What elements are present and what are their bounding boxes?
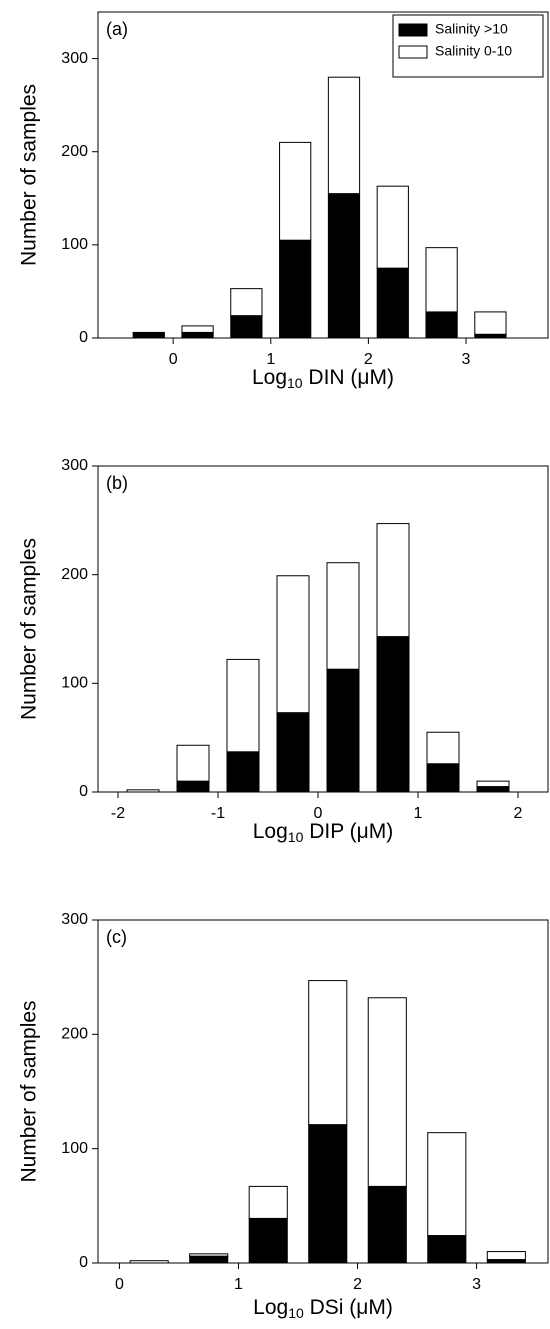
- bar-segment: [486, 1259, 526, 1264]
- bar-segment: [276, 712, 310, 793]
- bar-segment: [426, 763, 460, 793]
- x-axis-label-subscript: 10: [287, 375, 303, 391]
- bar-segment: [486, 1251, 526, 1261]
- bar-segment: [367, 1185, 407, 1264]
- x-axis-label-text: Log: [252, 366, 287, 389]
- legend-swatch: [398, 45, 428, 59]
- bar-segment: [427, 1235, 467, 1264]
- bar-segment: [426, 731, 460, 765]
- bar-segment: [276, 575, 310, 714]
- x-tick-label: 1: [234, 1276, 243, 1293]
- x-tick-label: 2: [514, 805, 523, 822]
- x-axis-label-suffix: DSi (μM): [304, 1296, 393, 1319]
- bar-segment: [308, 1124, 348, 1264]
- bar-segment: [279, 239, 312, 339]
- x-tick-label: 1: [414, 805, 423, 822]
- bar-segment: [476, 780, 510, 788]
- plot-frame: [97, 11, 549, 339]
- x-tick-label: 1: [266, 351, 275, 368]
- bar-segment: [427, 1132, 467, 1237]
- bar-segment: [476, 786, 510, 793]
- y-axis-label: Number of samples: [18, 84, 41, 266]
- legend-label: Salinity 0-10: [435, 43, 512, 59]
- bar-segment: [326, 668, 360, 793]
- bar-segment: [327, 76, 361, 195]
- bar-segment: [376, 636, 410, 793]
- y-tick-label: 300: [61, 457, 88, 474]
- bar-segment: [308, 980, 348, 1126]
- bar-segment: [327, 193, 361, 339]
- y-axis-label: Number of samples: [18, 1000, 41, 1182]
- x-axis-label-subscript: 10: [288, 1305, 304, 1321]
- bar-segment: [226, 751, 260, 793]
- bar-segment: [189, 1253, 229, 1257]
- x-tick-label: 2: [364, 351, 373, 368]
- x-axis-label: Log10 DSi (μM): [253, 1296, 393, 1321]
- y-tick-label: 200: [61, 143, 88, 160]
- bar-segment: [367, 997, 407, 1187]
- bar-segment: [248, 1185, 288, 1219]
- y-tick-label: 0: [79, 329, 88, 346]
- plot-frame: [97, 919, 549, 1264]
- y-tick-label: 0: [79, 783, 88, 800]
- x-tick-label: -1: [211, 805, 225, 822]
- x-axis-label-text: Log: [253, 820, 288, 843]
- bar-segment: [376, 267, 409, 339]
- bar-segment: [181, 331, 214, 339]
- bar-segment: [132, 331, 165, 339]
- x-tick-label: 0: [169, 351, 178, 368]
- bar-segment: [181, 325, 214, 333]
- bar-segment: [176, 780, 210, 793]
- bar-segment: [474, 311, 507, 335]
- legend-swatch: [398, 23, 428, 37]
- y-axis-label: Number of samples: [18, 538, 41, 720]
- x-axis-label-suffix: DIN (μM): [303, 366, 394, 389]
- x-axis-label: Log10 DIP (μM): [253, 820, 394, 845]
- x-axis-label-text: Log: [253, 1296, 288, 1319]
- y-tick-label: 300: [61, 50, 88, 67]
- bar-segment: [326, 562, 360, 670]
- bar-segment: [474, 333, 507, 339]
- bar-segment: [226, 658, 260, 753]
- bar-segment: [425, 247, 458, 313]
- y-tick-label: 0: [79, 1254, 88, 1271]
- y-tick-label: 300: [61, 911, 88, 928]
- x-axis-label-suffix: DIP (μM): [303, 820, 393, 843]
- x-tick-label: 0: [115, 1276, 124, 1293]
- x-tick-label: 2: [353, 1276, 362, 1293]
- bar-segment: [248, 1217, 288, 1264]
- bar-segment: [176, 744, 210, 782]
- x-axis-label-subscript: 10: [288, 829, 304, 845]
- x-tick-label: 3: [462, 351, 471, 368]
- plot-frame: [97, 465, 549, 793]
- legend-label: Salinity >10: [435, 21, 508, 37]
- y-tick-label: 100: [61, 1140, 88, 1157]
- bar-segment: [279, 141, 312, 241]
- y-tick-label: 200: [61, 1026, 88, 1043]
- panel-label: (b): [106, 473, 128, 493]
- y-tick-label: 100: [61, 675, 88, 692]
- x-tick-label: 0: [314, 805, 323, 822]
- bar-segment: [189, 1255, 229, 1264]
- bar-segment: [230, 315, 263, 339]
- bar-segment: [425, 311, 458, 339]
- x-tick-label: 3: [472, 1276, 481, 1293]
- panel-label: (a): [106, 19, 128, 39]
- bar-segment: [230, 288, 263, 317]
- y-tick-label: 100: [61, 236, 88, 253]
- y-tick-label: 200: [61, 566, 88, 583]
- x-tick-label: -2: [111, 805, 125, 822]
- panel-label: (c): [106, 927, 127, 947]
- bar-segment: [376, 523, 410, 638]
- bar-segment: [376, 185, 409, 269]
- x-axis-label: Log10 DIN (μM): [252, 366, 394, 391]
